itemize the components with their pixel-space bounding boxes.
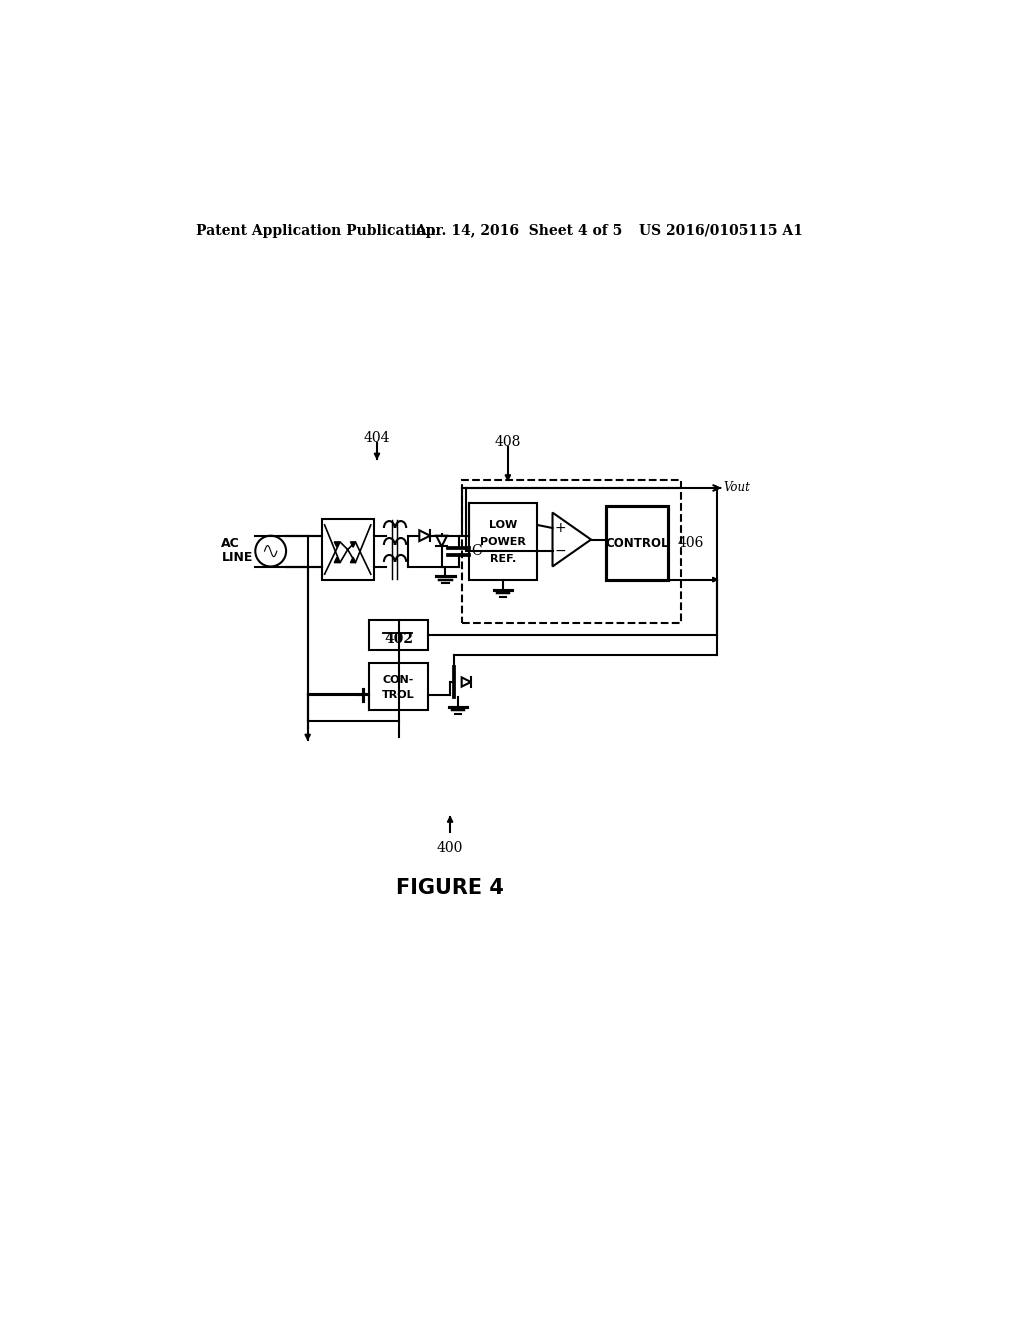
Text: C: C — [472, 544, 482, 558]
Text: LOW: LOW — [489, 520, 517, 529]
Polygon shape — [374, 453, 380, 459]
Text: POWER: POWER — [480, 537, 526, 546]
Polygon shape — [334, 543, 340, 548]
Polygon shape — [350, 543, 355, 548]
Bar — [606, 507, 668, 579]
Text: Patent Application Publication: Patent Application Publication — [196, 224, 435, 238]
Text: Apr. 14, 2016  Sheet 4 of 5: Apr. 14, 2016 Sheet 4 of 5 — [416, 224, 623, 238]
Text: LINE: LINE — [221, 550, 253, 564]
Bar — [370, 663, 428, 710]
Text: CONTROL: CONTROL — [605, 536, 669, 549]
Polygon shape — [305, 734, 310, 739]
Text: −: − — [554, 544, 566, 558]
Text: CON-: CON- — [383, 675, 414, 685]
Bar — [469, 503, 538, 581]
Text: AC: AC — [221, 537, 241, 550]
Polygon shape — [334, 557, 340, 562]
Text: +: + — [554, 521, 566, 535]
Text: REF.: REF. — [490, 554, 516, 564]
Text: TROL: TROL — [382, 690, 415, 700]
Polygon shape — [350, 557, 355, 562]
Text: 406: 406 — [677, 536, 703, 550]
Text: US 2016/0105115 A1: US 2016/0105115 A1 — [639, 224, 803, 238]
Text: FIGURE 4: FIGURE 4 — [396, 878, 504, 899]
Text: 402: 402 — [384, 632, 413, 645]
Polygon shape — [715, 486, 720, 490]
Bar — [462, 480, 681, 623]
Bar — [370, 620, 428, 649]
Text: 408: 408 — [495, 434, 521, 449]
Text: 400: 400 — [437, 841, 463, 854]
Polygon shape — [447, 817, 453, 822]
Polygon shape — [713, 577, 717, 582]
Text: Vout: Vout — [724, 482, 751, 495]
Bar — [322, 519, 374, 581]
Polygon shape — [505, 475, 511, 480]
Text: 404: 404 — [364, 430, 390, 445]
